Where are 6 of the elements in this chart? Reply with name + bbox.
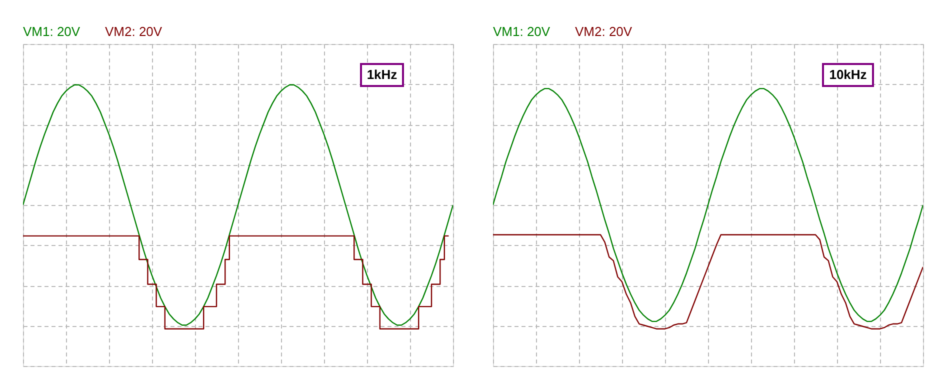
text: 10kHz <box>829 67 868 82</box>
text: VM2: 20V <box>105 24 162 39</box>
text: VM1: 20V <box>493 24 550 39</box>
text: VM1: 20V <box>23 24 80 39</box>
text: 1kHz <box>366 67 398 82</box>
text: VM2: 20V <box>575 24 632 39</box>
